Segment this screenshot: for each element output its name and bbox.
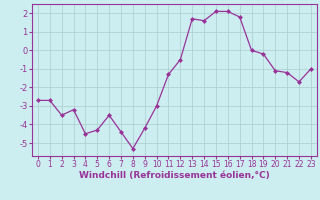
X-axis label: Windchill (Refroidissement éolien,°C): Windchill (Refroidissement éolien,°C) [79,171,270,180]
